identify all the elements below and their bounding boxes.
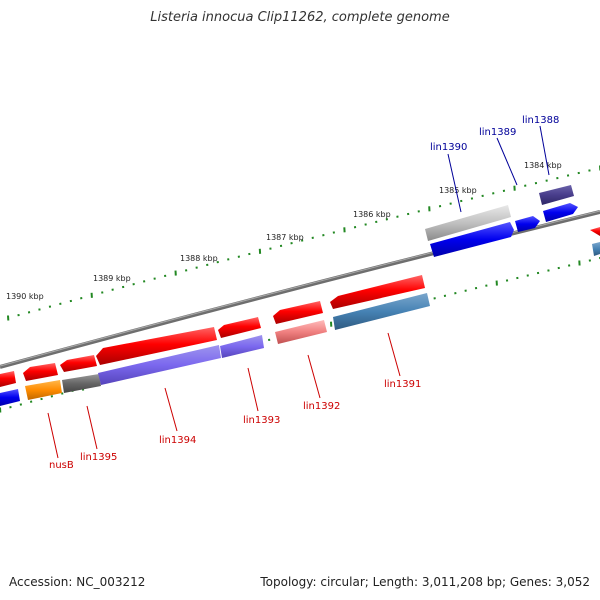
gene-lin1395-box[interactable] — [62, 374, 101, 393]
reverse-strand — [0, 275, 430, 406]
scale-label-1388: 1388 kbp — [180, 254, 218, 263]
gene-lin1394-arrow[interactable] — [96, 327, 217, 365]
label-lin1388: lin1388 — [522, 115, 559, 126]
gene-lin1389-arrow[interactable] — [515, 216, 540, 232]
genome-backbone — [0, 210, 600, 369]
gene-forward-3[interactable] — [590, 227, 600, 236]
scale-label-1386: 1386 kbp — [353, 210, 391, 219]
gene-lin1394-box[interactable] — [98, 345, 221, 385]
gene-lin1391-arrow[interactable] — [330, 275, 425, 309]
genome-stats: Topology: circular; Length: 3,011,208 bp… — [260, 575, 590, 589]
gene-lin1392-arrow[interactable] — [273, 301, 323, 324]
scale-label-1389: 1389 kbp — [93, 274, 131, 283]
gene-left-edge-blue[interactable] — [0, 389, 20, 406]
label-lin1395: lin1395 — [80, 452, 117, 463]
outer-scale — [7, 165, 600, 321]
scale-label-1387: 1387 kbp — [266, 233, 304, 242]
label-lin1389: lin1389 — [479, 127, 516, 138]
label-lin1391: lin1391 — [384, 379, 421, 390]
label-lin1394: lin1394 — [159, 435, 196, 446]
label-leaders — [47, 125, 550, 459]
label-nusB: nusB — [49, 460, 74, 471]
gene-lin1391-box[interactable] — [333, 293, 430, 330]
gene-lin1393-arrow[interactable] — [218, 317, 261, 338]
gene-lin1392-box[interactable] — [275, 320, 327, 344]
gene-lin1393-box[interactable] — [220, 335, 264, 358]
gene-forward-4[interactable] — [592, 242, 600, 256]
genome-backbone-highlight — [0, 210, 600, 367]
forward-strand — [425, 185, 600, 257]
gene-forward-2[interactable] — [543, 203, 578, 222]
gene-lin1390-arrow[interactable] — [425, 205, 511, 241]
label-lin1392: lin1392 — [303, 401, 340, 412]
gene-nusB-box[interactable] — [25, 380, 62, 400]
gene-forward-1[interactable] — [430, 222, 514, 257]
gene-lin1395-arrow[interactable] — [60, 355, 97, 372]
map-title: Listeria innocua Clip11262, complete gen… — [150, 10, 450, 25]
scale-label-1390: 1390 kbp — [6, 292, 44, 301]
gene-lin1388-arrow[interactable] — [539, 185, 574, 205]
scale-label-1384: 1384 kbp — [524, 161, 562, 170]
accession-text: Accession: NC_003212 — [9, 575, 146, 589]
gene-left-edge-red[interactable] — [0, 371, 16, 387]
gene-nusB-arrow[interactable] — [23, 363, 58, 381]
label-lin1390: lin1390 — [430, 142, 467, 153]
label-lin1393: lin1393 — [243, 415, 280, 426]
scale-label-1385: 1385 kbp — [439, 186, 477, 195]
